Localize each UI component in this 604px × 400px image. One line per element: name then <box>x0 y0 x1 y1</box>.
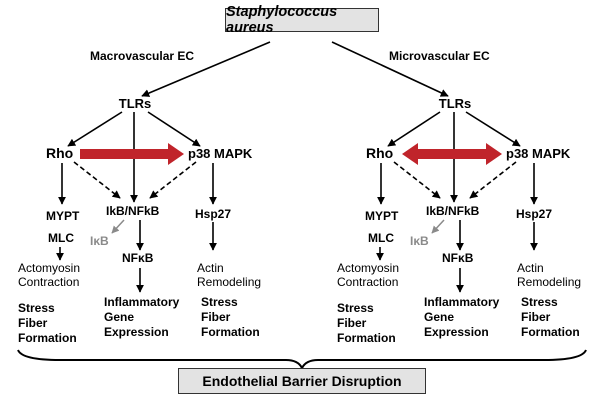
red-arrow-left-rho-to-p38 <box>80 143 184 165</box>
right-stress-fiber-2-line2: Fiber <box>521 310 551 324</box>
arrow-left-ikb-release <box>111 219 125 234</box>
left-tlrs-node: TLRs <box>118 96 152 111</box>
right-actomyosin-line2: Contraction <box>337 275 399 289</box>
right-inflammatory-line2: Gene <box>424 310 455 324</box>
right-hsp27-node: Hsp27 <box>516 207 553 221</box>
arrow-left-p38-to-ikb-nfkb <box>149 161 197 199</box>
left-nfkb-node: NFκB <box>122 251 154 265</box>
left-actin-line1: Actin <box>197 261 224 275</box>
endothelial-barrier-disruption-label: Endothelial Barrier Disruption <box>202 373 402 389</box>
right-p38-mapk-node: p38 MAPK <box>506 146 571 161</box>
right-inflammatory-line1: Inflammatory <box>424 295 500 309</box>
right-stress-fiber-2-line1: Stress <box>521 295 558 309</box>
left-stress-fiber-1-line2: Fiber <box>18 316 48 330</box>
left-ikb-nfkb-node: IkB/NFkB <box>106 204 160 218</box>
arrow-right-tlrs-to-rho <box>387 111 441 147</box>
arrow-right-p38-to-ikb-nfkb <box>469 161 517 199</box>
left-ikb-released: IκB <box>90 234 109 248</box>
arrow-right-rho-to-ikb-nfkb <box>393 161 441 199</box>
right-actin-line1: Actin <box>517 261 544 275</box>
staphylococcus-aureus-label: Staphylococcus aureus <box>226 4 338 36</box>
right-actin-line2: Remodeling <box>517 275 582 289</box>
left-hsp27-node: Hsp27 <box>195 207 232 221</box>
left-actomyosin-line2: Contraction <box>18 275 80 289</box>
endothelial-barrier-disruption-box: Endothelial Barrier Disruption <box>178 368 426 394</box>
right-stress-fiber-1-line1: Stress <box>337 301 374 315</box>
arrow-left-rho-to-ikb-nfkb <box>73 161 121 199</box>
arrow-left-tlrs-to-p38 <box>147 111 201 147</box>
left-actomyosin-line1: Actomyosin <box>18 261 81 275</box>
right-stress-fiber-2-line3: Formation <box>521 325 580 339</box>
right-stress-fiber-1-line2: Fiber <box>337 316 367 330</box>
left-stress-fiber-2-line1: Stress <box>201 295 238 309</box>
right-inflammatory-line3: Expression <box>424 325 489 339</box>
right-nfkb-node: NFκB <box>442 251 474 265</box>
arrow-saureus-to-right-tlrs <box>331 41 449 97</box>
left-inflammatory-line2: Gene <box>104 310 135 324</box>
right-mypt-node: MYPT <box>365 209 399 223</box>
arrow-right-tlrs-to-p38 <box>465 111 521 147</box>
left-inflammatory-line1: Inflammatory <box>104 295 180 309</box>
macrovascular-ec-label: Macrovascular EC <box>90 49 195 63</box>
red-arrow-right-rho-p38-bidirectional <box>402 143 502 165</box>
left-stress-fiber-2-line3: Formation <box>201 325 260 339</box>
right-mlc-node: MLC <box>368 231 394 245</box>
arrow-right-ikb-release <box>431 219 445 234</box>
left-stress-fiber-1-line1: Stress <box>18 301 55 315</box>
left-stress-fiber-1-line3: Formation <box>18 331 77 345</box>
right-ikb-released: IκB <box>410 234 429 248</box>
right-rho-node: Rho <box>366 145 394 161</box>
bottom-brace <box>17 349 587 371</box>
left-stress-fiber-2-line2: Fiber <box>201 310 231 324</box>
staphylococcus-aureus-box: Staphylococcus aureus <box>225 4 379 36</box>
left-inflammatory-line3: Expression <box>104 325 169 339</box>
arrow-saureus-to-left-tlrs <box>141 41 271 97</box>
left-actin-line2: Remodeling <box>197 275 262 289</box>
left-rho-node: Rho <box>46 145 74 161</box>
arrow-left-tlrs-to-rho <box>67 111 123 147</box>
right-tlrs-node: TLRs <box>438 96 472 111</box>
left-p38-mapk-node: p38 MAPK <box>188 146 253 161</box>
right-ikb-nfkb-node: IkB/NFkB <box>426 204 480 218</box>
left-mypt-node: MYPT <box>46 209 80 223</box>
left-mlc-node: MLC <box>48 231 74 245</box>
right-stress-fiber-1-line3: Formation <box>337 331 396 345</box>
microvascular-ec-label: Microvascular EC <box>389 49 490 63</box>
right-actomyosin-line1: Actomyosin <box>337 261 400 275</box>
